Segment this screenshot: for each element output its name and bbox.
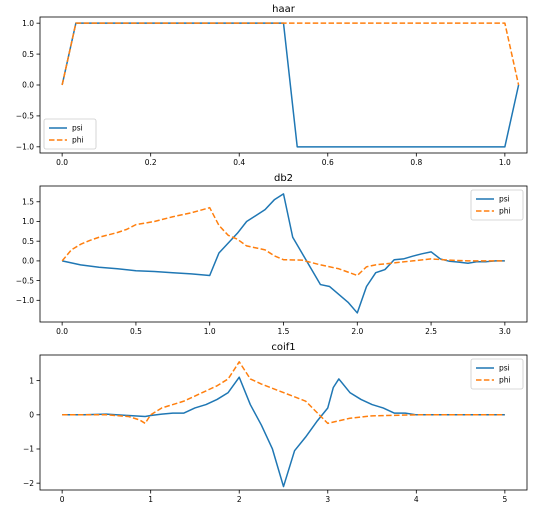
x-tick-label: 5: [502, 495, 507, 504]
subplot-title: db2: [274, 173, 293, 184]
x-tick-label: 1: [148, 495, 153, 504]
x-tick-label: 2: [237, 495, 242, 504]
x-tick-label: 2.5: [425, 327, 437, 336]
legend: psi phi: [43, 118, 97, 150]
plot-frame: [39, 354, 528, 491]
x-tick-label: 0.0: [56, 327, 68, 336]
series-line-phi: [62, 361, 505, 425]
subplot-coif1: coif1 0 1 2 3 4 5 −2 −1 0 1 psi phi: [23, 342, 528, 504]
legend-box: [470, 358, 524, 390]
x-tick-label: 1.5: [278, 327, 290, 336]
plot-frame: [39, 185, 528, 323]
legend-box: [470, 189, 524, 221]
series-line-psi: [62, 376, 505, 488]
legend-label-psi: psi: [499, 364, 510, 373]
y-tick-label: −2: [23, 479, 34, 488]
legend: psi phi: [470, 358, 524, 390]
x-tick-label: 1.0: [499, 158, 511, 167]
legend-label-phi: phi: [499, 207, 511, 216]
series-line-psi: [61, 193, 505, 314]
x-tick-label: 0: [60, 495, 65, 504]
y-tick-label: 0.5: [22, 237, 34, 246]
legend-label-psi: psi: [499, 195, 510, 204]
y-tick-label: −1.0: [16, 296, 34, 305]
series-line-phi: [61, 206, 505, 277]
x-tick-label: 0.5: [130, 327, 142, 336]
x-tick-label: 3: [325, 495, 330, 504]
legend-label-psi: psi: [72, 124, 83, 133]
plot-frame: [39, 16, 528, 154]
legend-label-phi: phi: [499, 376, 511, 385]
legend-label-phi: phi: [72, 136, 84, 145]
series-line-psi: [61, 22, 520, 148]
legend: psi phi: [470, 189, 524, 221]
y-tick-label: 1: [29, 376, 34, 385]
x-tick-label: 0.0: [56, 158, 68, 167]
y-tick-label: 1.0: [22, 19, 34, 28]
legend-box: [43, 118, 97, 150]
x-tick-label: 4: [414, 495, 419, 504]
y-tick-label: −1: [23, 445, 34, 454]
y-tick-label: 0.5: [22, 50, 34, 59]
x-tick-label: 1.0: [204, 327, 216, 336]
x-tick-label: 0.4: [233, 158, 245, 167]
subplot-haar: haar 0.0 0.2 0.4 0.6 0.8 1.0 −1.0 −0.5 0.0 0.5 1.0 p…: [16, 4, 528, 167]
x-tick-label: 0.6: [322, 158, 334, 167]
y-tick-label: 1.0: [22, 217, 34, 226]
y-tick-label: −1.0: [16, 143, 34, 152]
x-tick-label: 0.8: [410, 158, 422, 167]
x-tick-label: 3.0: [499, 327, 511, 336]
x-tick-label: 0.2: [145, 158, 157, 167]
subplot-db2: db2 0.0 0.5 1.0 1.5 2.0 2.5 3.0 −1.0 −0.5 0.0 0.5 1.…: [16, 173, 528, 336]
subplot-title: coif1: [271, 342, 295, 353]
y-tick-label: 0.0: [22, 81, 34, 90]
y-tick-label: −0.5: [16, 276, 34, 285]
y-tick-label: 0: [29, 411, 34, 420]
y-tick-label: 0.0: [22, 257, 34, 266]
series-line-phi: [61, 22, 520, 86]
y-tick-label: −0.5: [16, 112, 34, 121]
subplot-title: haar: [272, 4, 296, 15]
y-tick-label: 1.5: [22, 197, 34, 206]
x-tick-label: 2.0: [351, 327, 363, 336]
